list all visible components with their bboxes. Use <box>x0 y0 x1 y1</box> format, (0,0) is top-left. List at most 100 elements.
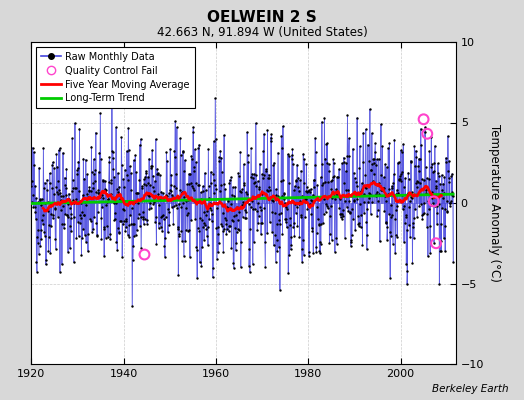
Point <box>449 259 457 265</box>
Point <box>125 233 133 240</box>
Point <box>177 228 185 234</box>
Point <box>110 174 118 180</box>
Point <box>119 176 127 183</box>
Point <box>157 188 166 195</box>
Point <box>411 206 419 212</box>
Point <box>221 215 230 222</box>
Point <box>91 167 100 173</box>
Point <box>163 197 172 203</box>
Point <box>423 211 432 217</box>
Point <box>31 182 39 189</box>
Point <box>154 170 162 176</box>
Point <box>262 192 270 198</box>
Point <box>442 158 451 165</box>
Point <box>171 202 180 208</box>
Point <box>159 190 167 196</box>
Point <box>228 218 237 224</box>
Point <box>381 161 389 168</box>
Point <box>276 210 285 216</box>
Point <box>269 242 278 248</box>
Point <box>277 133 286 139</box>
Point <box>340 154 348 161</box>
Point <box>280 190 289 197</box>
Point <box>188 156 196 162</box>
Point <box>339 216 347 222</box>
Point <box>184 181 193 187</box>
Point <box>157 224 165 230</box>
Point <box>114 189 123 195</box>
Point <box>145 206 154 212</box>
Point <box>251 179 259 185</box>
Point <box>432 240 440 246</box>
Point <box>413 178 422 184</box>
Point <box>317 221 325 228</box>
Point <box>59 149 67 156</box>
Point <box>330 193 339 199</box>
Point <box>216 188 224 194</box>
Point <box>344 208 353 215</box>
Point <box>400 220 409 226</box>
Point <box>94 169 103 175</box>
Point <box>195 259 204 266</box>
Point <box>90 156 98 163</box>
Point <box>95 190 103 196</box>
Point <box>203 208 211 214</box>
Point <box>182 198 191 204</box>
Point <box>130 199 139 206</box>
Point <box>395 176 403 183</box>
Point <box>161 254 169 260</box>
Point <box>99 177 107 184</box>
Point <box>254 220 262 226</box>
Point <box>115 230 123 236</box>
Point <box>43 187 51 194</box>
Point <box>183 181 191 188</box>
Point <box>29 149 38 156</box>
Point <box>281 219 290 225</box>
Point <box>267 131 276 138</box>
Point <box>383 237 391 243</box>
Point <box>190 168 199 175</box>
Point <box>121 166 129 173</box>
Point <box>331 248 339 255</box>
Point <box>299 252 308 258</box>
Point <box>428 161 436 168</box>
Point <box>139 216 148 222</box>
Point <box>226 177 234 183</box>
Point <box>32 268 41 275</box>
Point <box>399 206 407 212</box>
Point <box>425 206 433 213</box>
Point <box>165 209 173 215</box>
Point <box>318 182 326 188</box>
Point <box>162 192 170 198</box>
Point <box>292 178 301 184</box>
Point <box>421 128 429 135</box>
Point <box>100 224 108 230</box>
Point <box>36 243 45 250</box>
Point <box>87 218 95 224</box>
Point <box>325 230 334 237</box>
Point <box>372 193 380 199</box>
Point <box>422 190 431 196</box>
Point <box>274 149 282 156</box>
Point <box>314 216 322 222</box>
Point <box>54 214 62 220</box>
Point <box>168 204 176 210</box>
Point <box>447 188 456 195</box>
Point <box>134 215 142 221</box>
Point <box>306 200 314 207</box>
Point <box>86 188 95 194</box>
Point <box>56 268 64 275</box>
Point <box>133 227 141 234</box>
Point <box>353 196 362 203</box>
Point <box>151 178 159 184</box>
Point <box>42 256 50 263</box>
Point <box>322 203 331 209</box>
Point <box>304 188 312 194</box>
Point <box>395 176 403 182</box>
Point <box>83 171 91 178</box>
Point <box>269 162 277 168</box>
Point <box>122 224 130 230</box>
Point <box>192 244 201 250</box>
Point <box>123 172 132 179</box>
Point <box>169 221 178 228</box>
